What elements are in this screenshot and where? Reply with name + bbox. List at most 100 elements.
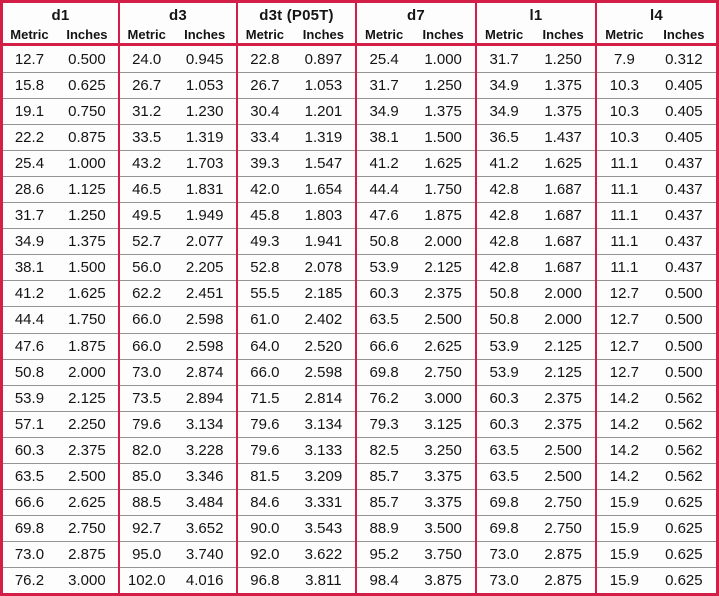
table-row: 50.8 2.000 xyxy=(477,306,595,332)
inches-value: 3.125 xyxy=(424,415,462,433)
metric-value: 69.8 xyxy=(489,519,519,537)
metric-value: 95.0 xyxy=(132,545,162,563)
table-row: 82.0 3.228 xyxy=(120,436,236,463)
metric-header: Metric xyxy=(364,26,404,42)
metric-value: 85.7 xyxy=(369,467,399,485)
table-row: 79.6 3.134 xyxy=(120,410,236,437)
table-row: 11.1 0.437 xyxy=(597,150,716,176)
metric-value: 84.6 xyxy=(250,493,280,511)
table-row: 15.9 0.625 xyxy=(597,540,716,567)
inches-header: Inches xyxy=(66,26,108,42)
table-row: 14.2 0.562 xyxy=(597,410,716,437)
inches-value: 2.205 xyxy=(185,259,224,277)
table-row: 19.1 0.750 xyxy=(3,98,118,124)
table-row: 12.7 0.500 xyxy=(597,280,716,306)
inches-value: 1.500 xyxy=(424,129,462,147)
metric-value: 12.7 xyxy=(14,50,45,68)
inches-value: 2.598 xyxy=(304,363,343,381)
inches-value: 2.520 xyxy=(304,337,343,355)
metric-value: 33.5 xyxy=(132,129,162,147)
table-row: 84.6 3.331 xyxy=(238,488,355,515)
inches-value: 2.598 xyxy=(185,337,224,355)
inches-value: 2.125 xyxy=(68,389,106,407)
inches-value: 0.625 xyxy=(68,77,106,95)
table-row: 10.3 0.405 xyxy=(597,124,716,150)
inches-value: 0.562 xyxy=(665,441,703,459)
inches-value: 1.250 xyxy=(544,50,582,68)
inches-header: Inches xyxy=(663,26,705,42)
metric-value: 12.7 xyxy=(609,363,639,381)
metric-value: 24.0 xyxy=(132,50,162,68)
column-group-d3t: d3t (P05T) Metric Inches 22.8 0.897 26.7 1.053… xyxy=(236,3,355,593)
inches-value: 1.201 xyxy=(304,103,343,121)
inches-header: Inches xyxy=(422,26,464,42)
table-row: 88.9 3.500 xyxy=(357,514,475,541)
subheader-row: Metric Inches xyxy=(120,25,236,43)
inches-value: 3.228 xyxy=(185,441,224,459)
inches-value: 0.312 xyxy=(665,50,703,68)
table-row: 56.0 2.205 xyxy=(120,254,236,280)
metric-value: 15.9 xyxy=(609,571,639,589)
metric-value: 15.9 xyxy=(609,519,639,537)
inches-value: 2.500 xyxy=(424,311,462,329)
table-row: 22.2 0.875 xyxy=(3,124,118,150)
table-row: 63.5 2.500 xyxy=(3,462,118,489)
inches-value: 0.437 xyxy=(665,233,703,251)
inches-value: 2.750 xyxy=(68,519,106,537)
table-row: 31.2 1.230 xyxy=(120,98,236,124)
table-row: 73.0 2.875 xyxy=(3,540,118,567)
metric-value: 11.1 xyxy=(610,207,639,225)
rows-container: 31.7 1.250 34.9 1.375 34.9 1.375 36.5 1.437 41.2… xyxy=(477,46,595,593)
table-row: 49.3 1.941 xyxy=(238,228,355,254)
inches-value: 1.687 xyxy=(544,259,582,277)
metric-value: 53.9 xyxy=(14,389,45,407)
inches-value: 2.077 xyxy=(185,233,224,251)
inches-value: 2.875 xyxy=(544,545,582,563)
inches-value: 1.250 xyxy=(424,77,462,95)
inches-value: 0.500 xyxy=(665,311,703,329)
metric-value: 69.8 xyxy=(14,519,45,537)
inches-value: 1.500 xyxy=(68,259,106,277)
metric-value: 66.0 xyxy=(250,363,280,381)
inches-value: 0.405 xyxy=(665,129,703,147)
metric-value: 34.9 xyxy=(369,103,399,121)
inches-value: 0.562 xyxy=(665,389,703,407)
table-row: 71.5 2.814 xyxy=(238,384,355,411)
table-row: 52.8 2.078 xyxy=(238,254,355,280)
column-group-header: l4 Metric Inches xyxy=(597,3,716,46)
metric-value: 22.8 xyxy=(250,50,280,68)
inches-value: 1.625 xyxy=(544,155,582,173)
inches-value: 1.000 xyxy=(68,155,106,173)
metric-value: 90.0 xyxy=(250,519,280,537)
metric-value: 28.6 xyxy=(14,181,45,199)
metric-value: 63.5 xyxy=(14,467,45,485)
table-row: 52.7 2.077 xyxy=(120,228,236,254)
table-row: 39.3 1.547 xyxy=(238,150,355,176)
inches-value: 1.750 xyxy=(68,311,106,329)
inches-value: 2.875 xyxy=(68,545,106,563)
metric-value: 15.9 xyxy=(609,493,639,511)
table-row: 69.8 2.750 xyxy=(477,514,595,541)
inches-value: 1.875 xyxy=(424,207,462,225)
metric-value: 66.0 xyxy=(132,337,162,355)
metric-value: 10.3 xyxy=(609,103,639,121)
inches-value: 1.053 xyxy=(185,77,224,95)
column-title: d7 xyxy=(407,7,425,24)
inches-value: 3.375 xyxy=(424,467,462,485)
subheader-row: Metric Inches xyxy=(597,25,716,43)
table-row: 15.9 0.625 xyxy=(597,488,716,515)
inches-value: 0.750 xyxy=(68,103,106,121)
inches-value: 0.437 xyxy=(665,207,703,225)
inches-value: 2.750 xyxy=(544,493,582,511)
inches-value: 1.547 xyxy=(304,155,343,173)
metric-value: 81.5 xyxy=(250,467,280,485)
inches-value: 0.500 xyxy=(68,50,106,68)
table-row: 14.2 0.562 xyxy=(597,436,716,463)
metric-header: Metric xyxy=(127,26,166,42)
table-row: 26.7 1.053 xyxy=(238,72,355,98)
metric-value: 14.2 xyxy=(609,441,639,459)
metric-value: 38.1 xyxy=(369,129,399,147)
column-title: d3t (P05T) xyxy=(259,7,334,24)
metric-value: 85.7 xyxy=(369,493,399,511)
rows-container: 25.4 1.000 31.7 1.250 34.9 1.375 38.1 1.500 41.2… xyxy=(357,46,475,593)
